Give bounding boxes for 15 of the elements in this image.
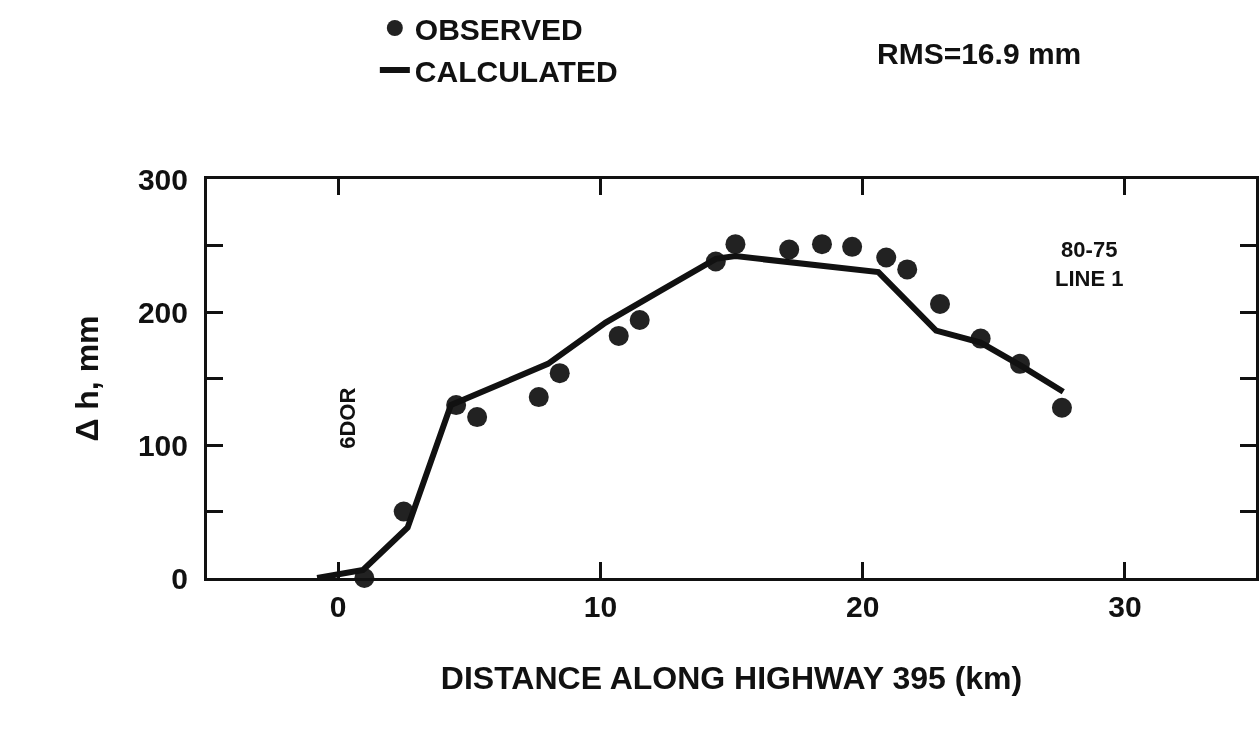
y-tick-label: 100 [137,428,188,462]
legend-label: OBSERVED [414,12,583,46]
y-tick-label: 300 [137,162,188,196]
y-axis-title: Δ h, mm [69,315,106,442]
annotation: 6DOR [334,387,360,449]
y-tick-label: 200 [137,295,188,329]
x-tick-label: 30 [1108,590,1142,623]
annotation: 80-75 LINE 1 [1055,237,1124,291]
x-tick-label: 20 [845,590,880,623]
y-tick-label: 0 [171,561,188,595]
legend-label: CALCULATED [414,54,618,88]
x-tick-label: 0 [329,590,347,623]
x-axis-title: DISTANCE ALONG HIGHWAY 395 (km) [440,659,1023,696]
text: RMS=16.9 mm [877,37,1082,70]
x-tick-label: 10 [583,590,618,623]
